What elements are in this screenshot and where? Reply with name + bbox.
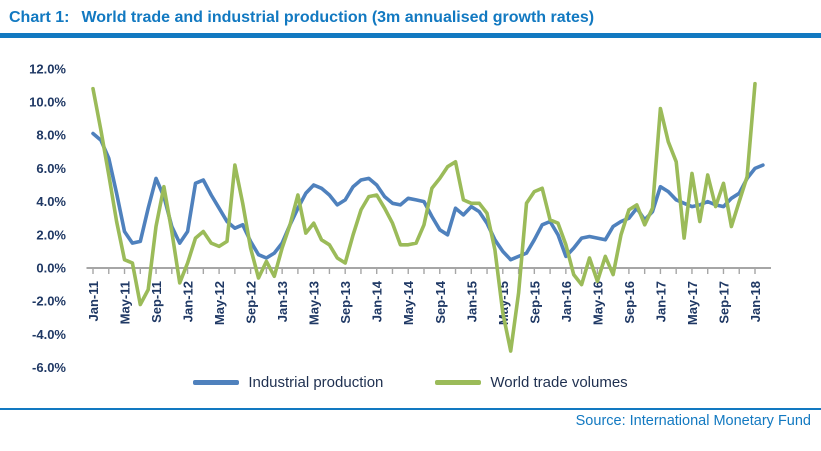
- x-axis-label: Jan-14: [370, 280, 385, 322]
- chart-legend: Industrial production World trade volume…: [0, 374, 821, 391]
- industrial-production-line-swatch: [193, 380, 240, 385]
- legend-label-world-trade-volumes: World trade volumes: [490, 374, 628, 391]
- x-axis-label: Sep-17: [716, 281, 731, 324]
- y-axis-label: 10.0%: [29, 95, 66, 110]
- title-divider-rule: [0, 33, 821, 38]
- x-axis-label: Jan-12: [181, 281, 196, 322]
- x-axis-label: Sep-12: [244, 281, 259, 324]
- series-line-world-trade-volumes: [91, 81, 757, 353]
- y-axis-label: 12.0%: [29, 61, 66, 76]
- x-axis-label: Sep-13: [338, 281, 353, 324]
- x-axis-label: Jan-13: [275, 281, 290, 322]
- chart-number-label: Chart 1:: [9, 9, 70, 26]
- x-axis-label: Jan-16: [559, 281, 574, 322]
- y-axis-label: -6.0%: [32, 360, 66, 375]
- x-axis-label: May-17: [685, 281, 700, 325]
- world-trade-volumes-line-swatch: [435, 380, 482, 385]
- x-axis-label: Jan-11: [86, 281, 101, 321]
- source-divider-rule: [0, 408, 821, 410]
- x-axis-label: Sep-15: [527, 281, 542, 324]
- y-axis-label: 4.0%: [36, 194, 66, 209]
- source-text: Source: International Monetary Fund: [575, 413, 811, 429]
- y-axis-label: -2.0%: [32, 294, 66, 309]
- x-axis-label: Sep-14: [433, 280, 448, 323]
- x-axis-label: Jan-15: [464, 281, 479, 322]
- page-title: Chart 1: World trade and industrial produ…: [9, 9, 594, 27]
- chart-title-text: World trade and industrial production (3…: [81, 9, 595, 26]
- y-axis-label: 6.0%: [36, 161, 66, 176]
- y-axis-label: -4.0%: [32, 327, 66, 342]
- x-axis-label: Jan-18: [748, 281, 763, 322]
- x-axis-label: Sep-16: [622, 281, 637, 324]
- y-axis-label: 8.0%: [36, 128, 66, 143]
- x-axis-label: May-11: [118, 281, 133, 324]
- y-axis-label: 2.0%: [36, 227, 66, 242]
- y-axis-label: 0.0%: [36, 261, 66, 276]
- x-axis-label: May-16: [590, 281, 605, 325]
- legend-item-industrial-production: Industrial production: [193, 374, 383, 391]
- x-axis-label: Sep-11: [149, 281, 164, 323]
- x-axis-label: Jan-17: [653, 281, 668, 322]
- x-axis-label: May-12: [212, 281, 227, 325]
- x-axis-label: May-13: [307, 281, 322, 325]
- legend-label-industrial-production: Industrial production: [248, 374, 384, 391]
- x-axis-label: May-14: [401, 280, 416, 325]
- legend-item-world-trade-volumes: World trade volumes: [435, 374, 628, 391]
